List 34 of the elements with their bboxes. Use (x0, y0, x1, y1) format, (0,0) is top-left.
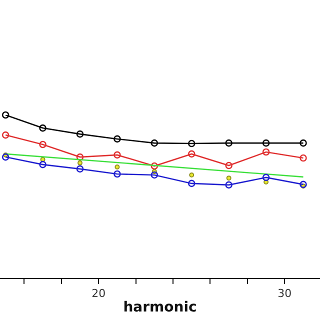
point (39, 160, 46, 168)
point (39, 124, 46, 132)
point (114, 164, 120, 170)
point (76, 165, 84, 173)
point (2, 111, 10, 119)
point (114, 135, 121, 143)
point (225, 162, 232, 170)
point (226, 176, 232, 181)
point (150, 171, 158, 179)
point (150, 139, 158, 147)
point (262, 174, 270, 182)
x-tick-label: 30 (278, 287, 292, 300)
point (76, 153, 84, 161)
point (225, 181, 232, 189)
point (114, 170, 121, 178)
point (39, 140, 46, 148)
x-axis-title: harmonic (123, 300, 197, 316)
point (2, 153, 10, 161)
point (76, 130, 84, 138)
point (262, 148, 270, 156)
point (262, 139, 270, 147)
point (114, 151, 121, 159)
point (189, 172, 194, 178)
point (150, 162, 158, 170)
point (225, 139, 232, 147)
point (188, 180, 196, 188)
point (188, 150, 196, 158)
point (78, 160, 82, 166)
point (300, 154, 307, 162)
point (2, 131, 10, 139)
point (300, 139, 307, 147)
x-tick-label: 20 (92, 287, 106, 300)
point (188, 140, 196, 148)
point (300, 180, 307, 188)
